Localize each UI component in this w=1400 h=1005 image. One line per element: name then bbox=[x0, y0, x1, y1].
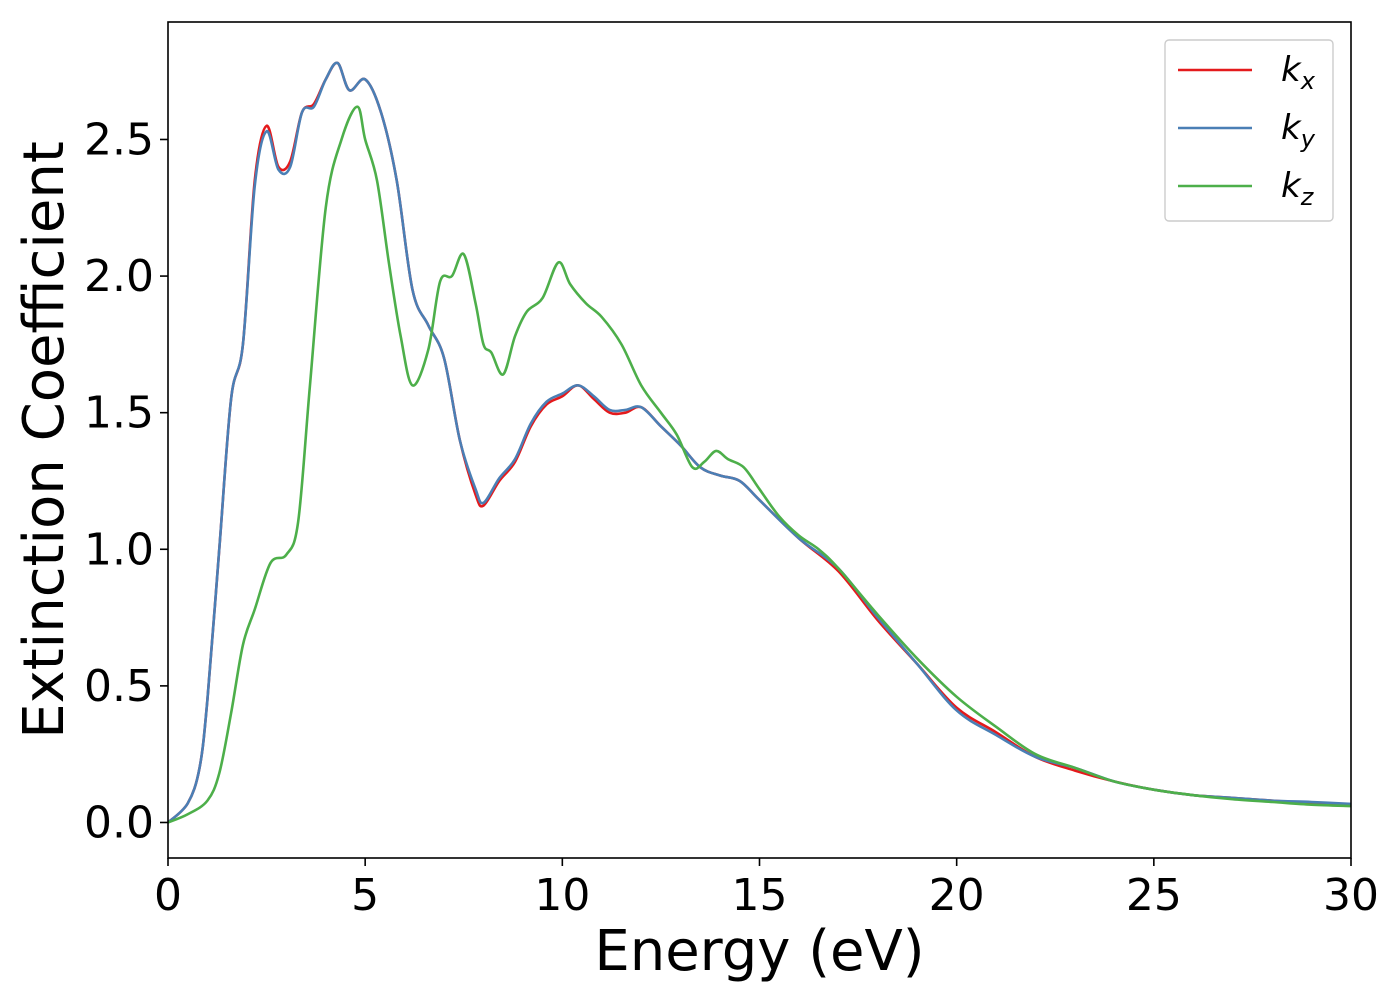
y-tick-label: 0.0 bbox=[84, 797, 154, 848]
x-tick-label: 15 bbox=[732, 870, 788, 921]
legend-label-base: k bbox=[1281, 50, 1302, 90]
legend-label-subscript: z bbox=[1300, 183, 1315, 211]
x-tick-label: 0 bbox=[154, 870, 182, 921]
series-line-ky bbox=[168, 61, 1351, 824]
x-axis-title: Energy (eV) bbox=[594, 919, 924, 984]
legend-label-ky: ky bbox=[1281, 108, 1316, 153]
y-tick-label: 2.5 bbox=[84, 114, 154, 165]
y-ticks: 0.0 0.5 1.0 1.5 2.0 2.5 bbox=[84, 114, 168, 848]
legend-label-subscript: x bbox=[1300, 67, 1316, 95]
series-layer bbox=[168, 61, 1351, 824]
x-tick-label: 5 bbox=[351, 870, 379, 921]
legend-label-subscript: y bbox=[1300, 125, 1316, 153]
x-ticks: 0 5 10 15 20 25 30 bbox=[154, 858, 1379, 921]
legend-label-kz: kz bbox=[1281, 166, 1315, 211]
y-tick-label: 2.0 bbox=[84, 251, 154, 302]
legend-label-kx: kx bbox=[1281, 50, 1316, 95]
y-tick-label: 0.5 bbox=[84, 661, 154, 712]
x-tick-label: 30 bbox=[1323, 870, 1379, 921]
series-line-kz bbox=[168, 105, 1351, 824]
legend-label-base: k bbox=[1281, 166, 1302, 206]
legend-label-base: k bbox=[1281, 108, 1302, 148]
legend-box bbox=[1164, 39, 1334, 222]
x-tick-label: 10 bbox=[534, 870, 590, 921]
y-axis-title: Extinction Coefficient bbox=[12, 141, 77, 739]
x-tick-label: 25 bbox=[1126, 870, 1182, 921]
y-tick-label: 1.5 bbox=[84, 388, 154, 439]
x-tick-label: 20 bbox=[929, 870, 985, 921]
y-tick-label: 1.0 bbox=[84, 524, 154, 575]
